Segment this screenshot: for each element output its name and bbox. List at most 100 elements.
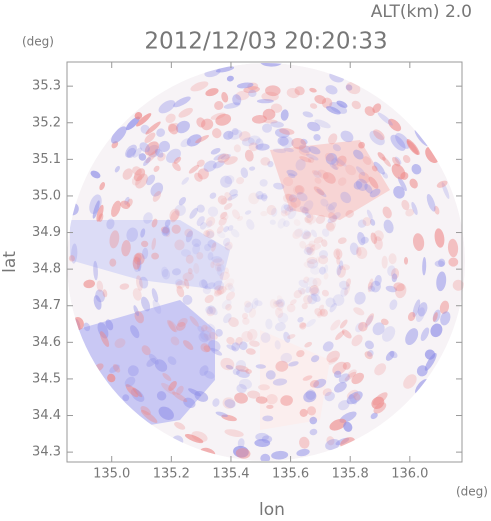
echo (193, 263, 200, 274)
echo (96, 280, 104, 292)
echo (297, 287, 306, 295)
echo (334, 157, 347, 167)
echo (191, 238, 202, 247)
echo (215, 66, 235, 73)
echo (260, 157, 271, 166)
echo (304, 212, 312, 219)
echo (341, 329, 352, 339)
echo (255, 432, 269, 442)
echo (301, 230, 311, 240)
echo (225, 303, 232, 311)
echo (313, 170, 322, 178)
echo (145, 150, 158, 164)
echo (239, 378, 252, 390)
echo (220, 197, 228, 205)
y-tick-label: 34.8 (32, 262, 61, 277)
echo (140, 409, 158, 423)
echo (373, 161, 385, 175)
echo (296, 448, 310, 457)
echo (223, 278, 235, 288)
echo (304, 341, 313, 348)
echo (151, 218, 158, 228)
echo (132, 256, 141, 270)
echo (309, 416, 318, 425)
echo (426, 194, 436, 212)
echo (307, 121, 321, 132)
echo (374, 363, 387, 376)
echo (223, 243, 232, 250)
echo (224, 399, 236, 409)
echo (279, 128, 295, 135)
echo (120, 200, 131, 210)
echo (308, 240, 316, 248)
echo (151, 252, 160, 260)
echo (294, 185, 305, 195)
echo (345, 278, 352, 287)
echo (267, 160, 274, 168)
echo (270, 103, 283, 113)
echo (269, 219, 276, 225)
echo (157, 152, 166, 162)
echo (134, 112, 143, 120)
echo (328, 133, 338, 145)
echo (372, 103, 382, 114)
echo (172, 162, 181, 172)
echo (329, 418, 347, 431)
echo (301, 207, 310, 216)
echo (339, 280, 350, 290)
echo (205, 229, 215, 239)
echo (131, 173, 143, 186)
echo (213, 153, 226, 161)
echo (299, 322, 307, 328)
echo (124, 376, 136, 387)
echo (132, 147, 142, 158)
echo (203, 345, 211, 352)
echo (235, 448, 251, 459)
echo (161, 227, 171, 237)
echo (387, 265, 396, 277)
echo (382, 206, 392, 219)
echo (68, 255, 75, 262)
echo (227, 225, 234, 231)
echo (223, 102, 241, 109)
echo (196, 159, 205, 167)
echo (372, 322, 385, 336)
echo (95, 289, 105, 303)
echo (224, 429, 244, 437)
echo (139, 142, 150, 153)
echo (315, 214, 326, 224)
echo (323, 264, 329, 274)
echo (389, 350, 398, 359)
echo (111, 200, 121, 218)
echo (182, 272, 194, 282)
echo (374, 236, 383, 250)
echo (353, 393, 361, 401)
echo (308, 146, 321, 155)
echo (409, 178, 418, 189)
echo (306, 246, 312, 256)
x-axis-label: lon (259, 500, 285, 520)
echo (219, 271, 230, 281)
echo (225, 364, 234, 370)
echo (369, 130, 385, 146)
echo (226, 344, 237, 351)
echo (338, 373, 350, 384)
echo (370, 218, 376, 226)
echo (148, 353, 159, 365)
echo (236, 383, 247, 394)
echo (208, 340, 221, 352)
echo (331, 158, 339, 166)
radar-field (67, 63, 465, 461)
echo (374, 274, 382, 287)
echo (210, 261, 215, 269)
echo (345, 84, 353, 91)
echo (287, 208, 297, 220)
echo (227, 193, 239, 201)
echo (285, 193, 295, 202)
echo (401, 199, 410, 211)
echo (248, 89, 257, 98)
echo (297, 316, 304, 323)
echo (207, 252, 214, 261)
echo (187, 267, 193, 275)
